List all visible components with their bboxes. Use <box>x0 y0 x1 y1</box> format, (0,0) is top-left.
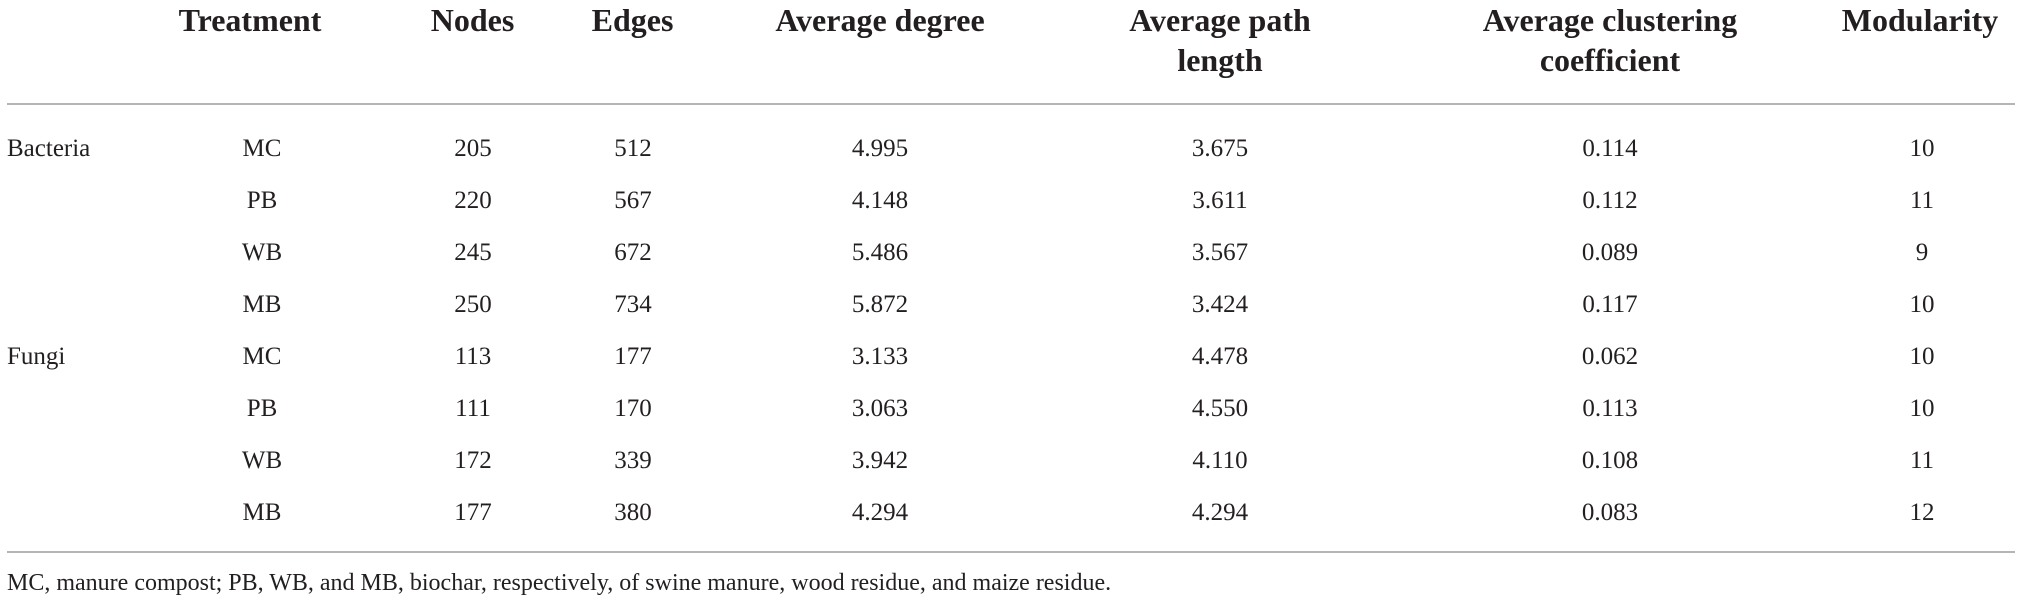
header-average-clustering-coefficient: Average clustering coefficient <box>1420 0 1800 80</box>
cell-edges: 734 <box>614 291 652 318</box>
cell-treatment: PB <box>246 395 278 422</box>
cell-modularity: 10 <box>1909 395 1935 422</box>
cell-average-clustering-coefficient: 0.112 <box>1582 187 1638 214</box>
header-average-path-length-line1: Average path <box>1129 2 1311 38</box>
cell-modularity: 10 <box>1909 291 1935 318</box>
group-label-bacteria: Bacteria <box>7 135 91 162</box>
cell-nodes: 250 <box>454 291 492 318</box>
footer-rule <box>7 551 2015 553</box>
cell-average-clustering-coefficient: 0.114 <box>1582 135 1638 162</box>
header-average-clustering-line2: coefficient <box>1539 42 1681 78</box>
cell-average-path-length: 4.478 <box>1191 343 1249 370</box>
cell-average-degree: 5.872 <box>851 291 909 318</box>
cell-nodes: 113 <box>454 343 492 370</box>
header-average-degree: Average degree <box>775 2 985 38</box>
cell-treatment: PB <box>246 187 278 214</box>
header-modularity: Modularity <box>1841 2 1999 38</box>
cell-treatment: MB <box>242 499 282 526</box>
cell-average-clustering-coefficient: 0.117 <box>1582 291 1638 318</box>
cell-nodes: 205 <box>454 135 492 162</box>
cell-treatment: WB <box>241 239 283 266</box>
cell-average-clustering-coefficient: 0.062 <box>1581 343 1639 370</box>
cell-average-degree: 4.148 <box>851 187 909 214</box>
header-edges: Edges <box>591 2 674 38</box>
cell-treatment: MB <box>242 291 282 318</box>
table-footnote: MC, manure compost; PB, WB, and MB, bioc… <box>7 570 1112 596</box>
cell-nodes: 172 <box>454 447 492 474</box>
cell-nodes: 177 <box>454 499 492 526</box>
group-label-fungi: Fungi <box>7 343 66 370</box>
header-treatment: Treatment <box>178 2 322 38</box>
cell-average-degree: 3.942 <box>851 447 909 474</box>
cell-modularity: 11 <box>1909 187 1935 214</box>
cell-modularity: 9 <box>1915 239 1929 266</box>
cell-nodes: 220 <box>454 187 492 214</box>
cell-average-degree: 3.133 <box>851 343 909 370</box>
cell-average-path-length: 4.110 <box>1192 447 1248 474</box>
cell-average-degree: 4.294 <box>851 499 909 526</box>
cell-modularity: 11 <box>1909 447 1935 474</box>
cell-modularity: 12 <box>1909 499 1935 526</box>
cell-average-path-length: 3.675 <box>1191 135 1249 162</box>
cell-average-path-length: 3.611 <box>1192 187 1248 214</box>
cell-treatment: MC <box>242 343 282 370</box>
cell-average-path-length: 3.424 <box>1191 291 1249 318</box>
header-average-path-length: Average path length <box>1060 0 1380 80</box>
cell-average-clustering-coefficient: 0.089 <box>1581 239 1639 266</box>
header-average-clustering-line1: Average clustering <box>1482 2 1738 38</box>
cell-average-clustering-coefficient: 0.108 <box>1581 447 1639 474</box>
cell-average-path-length: 4.294 <box>1191 499 1249 526</box>
cell-edges: 177 <box>614 343 652 370</box>
cell-average-path-length: 4.550 <box>1191 395 1249 422</box>
cell-treatment: WB <box>241 447 283 474</box>
cell-average-degree: 4.995 <box>851 135 909 162</box>
cell-treatment: MC <box>242 135 282 162</box>
cell-edges: 170 <box>614 395 652 422</box>
cell-average-path-length: 3.567 <box>1191 239 1249 266</box>
cell-average-degree: 5.486 <box>851 239 909 266</box>
cell-edges: 672 <box>614 239 652 266</box>
cell-modularity: 10 <box>1909 343 1935 370</box>
header-average-path-length-line2: length <box>1177 42 1263 78</box>
cell-edges: 380 <box>614 499 652 526</box>
cell-edges: 339 <box>614 447 652 474</box>
cell-modularity: 10 <box>1909 135 1935 162</box>
cell-nodes: 245 <box>454 239 492 266</box>
cell-average-degree: 3.063 <box>851 395 909 422</box>
cell-average-clustering-coefficient: 0.083 <box>1581 499 1639 526</box>
cell-average-clustering-coefficient: 0.113 <box>1582 395 1638 422</box>
cell-edges: 567 <box>614 187 652 214</box>
cell-edges: 512 <box>614 135 652 162</box>
header-nodes: Nodes <box>430 2 515 38</box>
header-rule <box>7 103 2015 105</box>
cell-nodes: 111 <box>455 395 491 422</box>
